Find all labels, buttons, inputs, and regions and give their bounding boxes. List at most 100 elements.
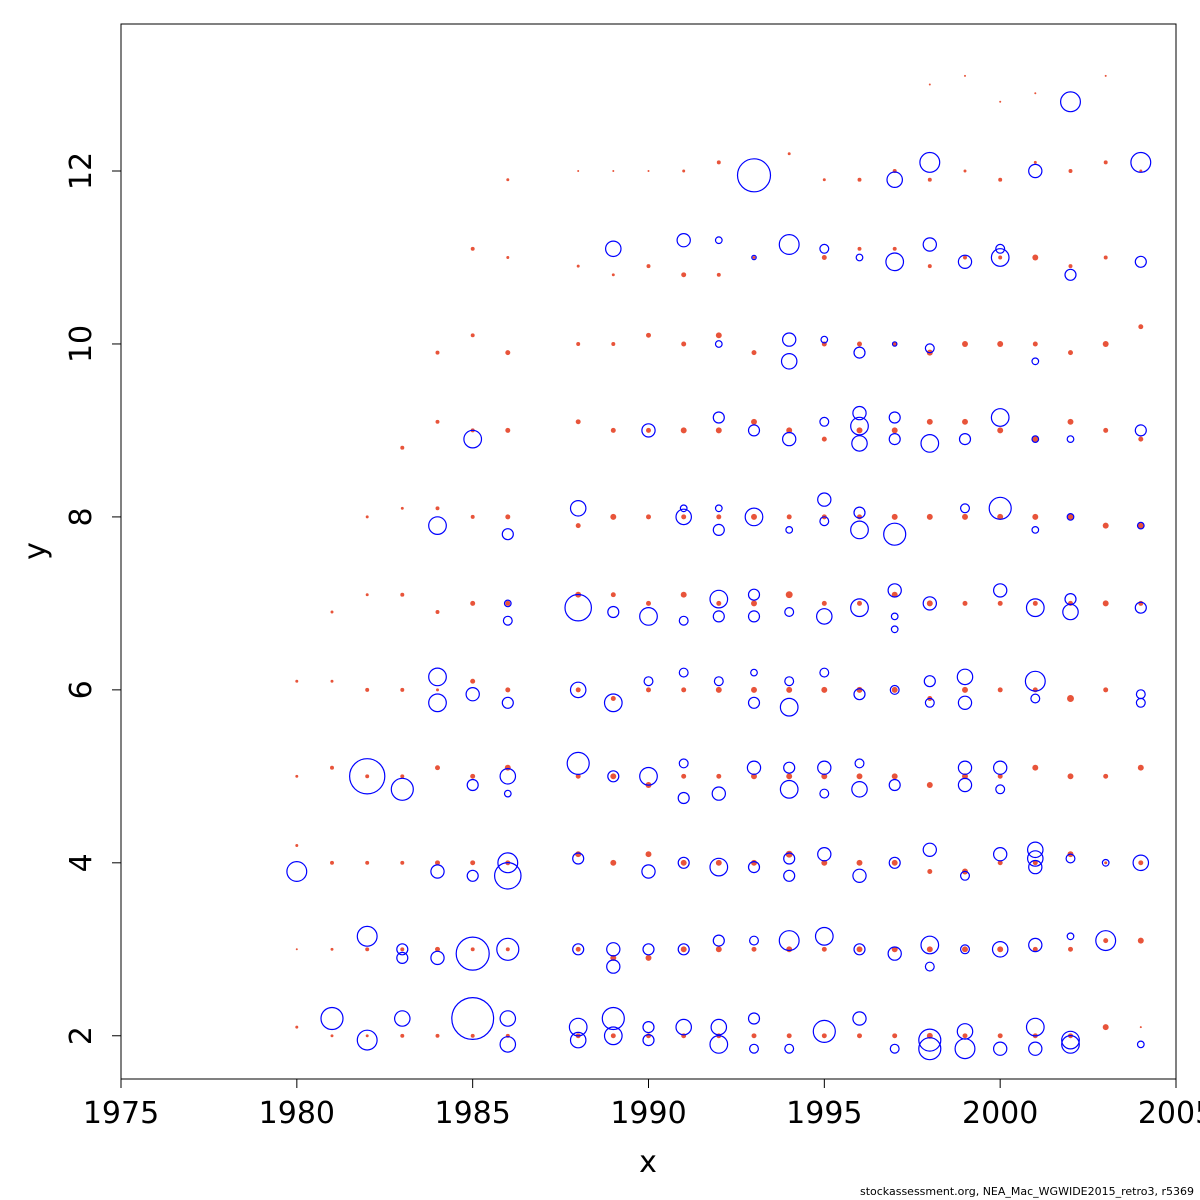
positive-residual-point [821, 255, 827, 260]
positive-residual-point [997, 860, 1003, 866]
negative-residual-point [920, 935, 940, 955]
positive-residual-point [680, 591, 687, 598]
negative-residual-point [714, 504, 723, 513]
negative-residual-point [463, 429, 483, 449]
positive-residual-point [716, 272, 721, 277]
negative-residual-point [499, 767, 517, 785]
negative-residual-point [1061, 1034, 1080, 1054]
negative-residual-point [1135, 697, 1146, 708]
positive-residual-point [330, 610, 334, 614]
negative-residual-point [1027, 841, 1044, 859]
positive-residual-point [785, 850, 793, 858]
positive-residual-point [680, 946, 687, 953]
positive-residual-point [575, 419, 581, 425]
positive-residual-point [891, 513, 898, 520]
negative-residual-point [817, 760, 832, 775]
negative-residual-point [957, 254, 973, 269]
positive-residual-point [435, 350, 440, 355]
negative-residual-point [503, 599, 512, 608]
positive-residual-point [505, 350, 511, 356]
negative-residual-point [1031, 435, 1040, 444]
positive-residual-point [681, 773, 687, 779]
positive-residual-point [716, 514, 722, 520]
positive-residual-point [927, 264, 932, 269]
negative-residual-point [356, 925, 378, 947]
positive-residual-point [751, 350, 757, 356]
positive-residual-point [857, 600, 862, 606]
positive-residual-point [400, 445, 405, 450]
negative-residual-point [286, 860, 308, 882]
negative-residual-point [1134, 424, 1147, 437]
y-axis-title: y [18, 542, 53, 560]
negative-residual-point [920, 434, 940, 453]
positive-residual-point [575, 773, 581, 779]
negative-residual-point [888, 411, 901, 424]
positive-residual-point [1139, 1026, 1142, 1029]
positive-residual-point [891, 686, 898, 693]
positive-residual-point [1068, 169, 1073, 173]
negative-residual-point [957, 695, 973, 711]
negative-residual-point [883, 522, 907, 546]
plot-frame [120, 23, 1177, 1080]
negative-residual-point [428, 667, 447, 687]
positive-residual-point [856, 427, 863, 434]
negative-residual-point [750, 668, 758, 677]
negative-residual-point [855, 253, 864, 262]
positive-residual-point [610, 427, 616, 433]
positive-residual-point [1032, 946, 1038, 952]
negative-residual-point [779, 779, 799, 799]
negative-residual-point [922, 596, 938, 611]
positive-residual-point [786, 946, 793, 953]
positive-residual-point [716, 773, 722, 779]
negative-residual-point [569, 499, 587, 517]
positive-residual-point [610, 696, 616, 701]
negative-residual-point [747, 424, 761, 437]
positive-residual-point [575, 687, 581, 693]
positive-residual-point [821, 773, 828, 780]
negative-residual-point [1028, 859, 1043, 875]
positive-residual-point [470, 333, 475, 338]
negative-residual-point [850, 598, 869, 618]
negative-residual-point [564, 593, 592, 622]
x-tick-label: 1975 [83, 1096, 159, 1131]
positive-residual-point [1067, 418, 1074, 425]
positive-residual-point [857, 246, 862, 251]
negative-residual-point [1064, 268, 1077, 281]
positive-residual-point [964, 74, 966, 77]
positive-residual-point [926, 600, 933, 607]
positive-residual-point [787, 152, 791, 156]
negative-residual-point [919, 151, 941, 173]
positive-residual-point [611, 273, 615, 277]
negative-residual-point [566, 751, 590, 776]
positive-residual-point [330, 679, 334, 683]
positive-residual-point [891, 946, 898, 953]
negative-residual-point [778, 234, 800, 256]
negative-residual-point [606, 942, 621, 957]
positive-residual-point [999, 100, 1002, 103]
positive-residual-point [1067, 513, 1074, 520]
positive-residual-point [926, 418, 933, 425]
positive-residual-point [1032, 600, 1038, 606]
negative-residual-point [812, 1019, 836, 1044]
positive-residual-point [435, 860, 440, 866]
positive-residual-point [1032, 513, 1039, 520]
positive-residual-point [435, 610, 440, 614]
negative-residual-point [747, 696, 761, 709]
positive-residual-point [504, 764, 511, 771]
positive-residual-point [891, 773, 898, 780]
negative-residual-point [785, 526, 794, 534]
negative-residual-point [641, 864, 656, 879]
negative-residual-point [455, 936, 490, 971]
negative-residual-point [1134, 255, 1147, 268]
negative-residual-point [428, 516, 447, 535]
negative-residual-point [1135, 689, 1146, 700]
positive-residual-point [963, 169, 967, 173]
negative-residual-point [639, 766, 658, 786]
negative-residual-point [1025, 598, 1045, 618]
negative-residual-point [784, 1043, 795, 1054]
positive-residual-point [400, 592, 405, 597]
negative-residual-point [993, 760, 1008, 775]
negative-residual-point [784, 606, 795, 617]
negative-residual-point [569, 681, 587, 699]
positive-residual-point [470, 1033, 475, 1038]
